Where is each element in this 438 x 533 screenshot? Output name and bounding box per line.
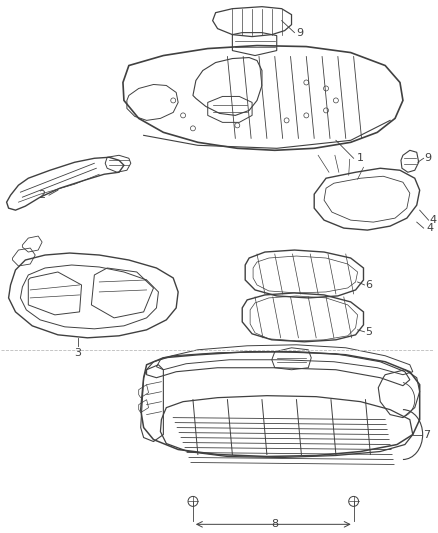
Text: 1: 1 [357, 154, 364, 163]
Text: 2: 2 [39, 190, 46, 200]
Text: 3: 3 [74, 348, 81, 358]
Text: 4: 4 [426, 223, 433, 233]
Text: 7: 7 [423, 430, 430, 440]
Text: 9: 9 [297, 28, 304, 38]
Text: 4: 4 [430, 215, 437, 225]
Text: 5: 5 [365, 327, 372, 337]
Text: 6: 6 [365, 280, 372, 290]
Text: 9: 9 [424, 154, 432, 163]
Text: 8: 8 [271, 519, 278, 529]
